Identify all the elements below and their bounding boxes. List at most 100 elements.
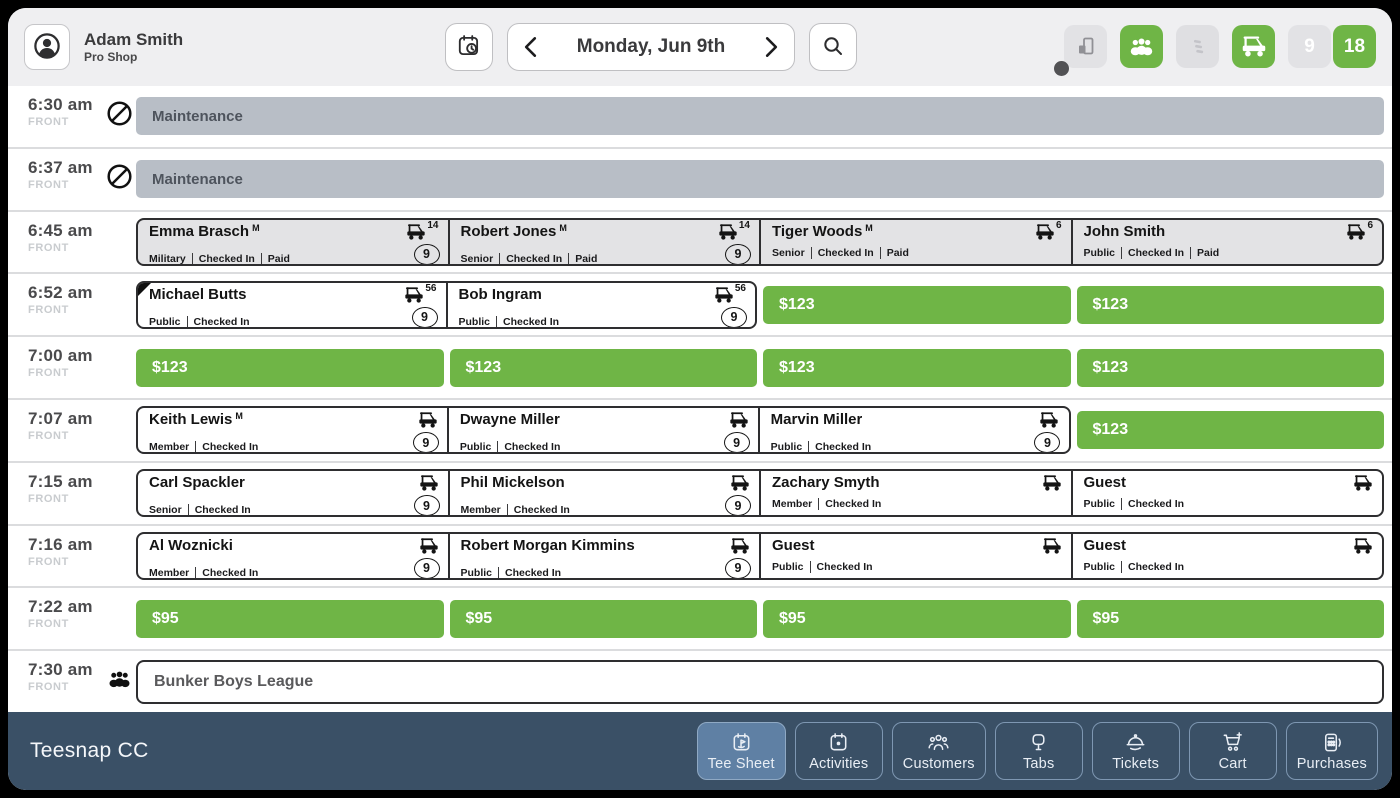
toolbar-holes-18-button[interactable]: 18 (1333, 25, 1376, 68)
row-icon-cell (102, 337, 136, 398)
player-tag: Checked In (496, 315, 559, 327)
date-controls: Monday, Jun 9th (445, 23, 857, 71)
toolbar-terminal-button[interactable] (1064, 25, 1107, 68)
nav-tee-sheet-button[interactable]: Tee Sheet (696, 722, 786, 780)
maintenance-block[interactable]: Maintenance (136, 160, 1384, 199)
slots: Maintenance (136, 86, 1384, 147)
row-icon-cell (102, 588, 136, 649)
member-badge: M (865, 223, 873, 233)
price-button[interactable]: $123 (449, 348, 757, 387)
player-card[interactable]: Marvin Miller Public Checked In 9 (757, 408, 1069, 453)
toolbar-players-filter-button[interactable] (1120, 25, 1163, 68)
nav-cart-button[interactable]: Cart (1188, 722, 1277, 780)
course-label: FRONT (28, 492, 69, 505)
slots: Carl Spackler Senior Checked In 9 Phil Micke… (136, 463, 1384, 524)
holes-badge: 9 (411, 306, 438, 327)
cart-number: 14 (427, 219, 439, 231)
tabs-icon (1027, 731, 1050, 754)
player-top-line: Emma Brasch M 14 (149, 219, 439, 244)
player-tags: Senior Checked In (149, 504, 251, 516)
price-button[interactable]: $95 (763, 599, 1071, 638)
price-label: $123 (1092, 295, 1129, 313)
row-icon-cell (102, 526, 136, 587)
player-bottom-line: Member Checked In 9 (461, 495, 751, 516)
price-label: $95 (465, 609, 493, 627)
golf-cart-card (1353, 538, 1373, 558)
time-cell: 7:00 am FRONT (8, 337, 102, 398)
player-card[interactable]: Carl Spackler Senior Checked In 9 (138, 471, 448, 516)
nav-tickets-button[interactable]: Tickets (1091, 722, 1180, 780)
row-icon-cell (102, 86, 136, 147)
price-button[interactable]: $123 (763, 348, 1071, 387)
player-top-line: Marvin Miller (771, 412, 1060, 432)
player-card[interactable]: Guest Public Checked In (759, 533, 1071, 578)
calendar-picker-button[interactable] (445, 23, 493, 71)
player-card[interactable]: Tiger Woods M 6 Senior Checked In Paid (759, 219, 1071, 264)
price-button[interactable]: $95 (1076, 599, 1384, 638)
price-label: $95 (779, 609, 806, 627)
player-card[interactable]: John Smith 6 Public Checked In Paid (1070, 219, 1383, 264)
golf-cart-card (1042, 475, 1062, 495)
league-card[interactable]: Bunker Boys League (136, 659, 1384, 704)
player-bottom-line: Public Checked In 9 (149, 306, 438, 328)
player-card[interactable]: Michael Butts 56 Public Checked In 9 (138, 282, 446, 328)
golf-cart-card (718, 224, 738, 244)
price-button[interactable]: $123 (1076, 285, 1384, 324)
player-card[interactable]: Keith Lewis M Member Checked In 9 (138, 408, 447, 453)
golf-cart-card (730, 475, 750, 495)
golf-cart-card (404, 287, 424, 307)
cart-indicator (418, 412, 438, 432)
player-bottom-line: Member Checked In 9 (149, 432, 439, 453)
nav-tabs-button[interactable]: Tabs (994, 722, 1083, 780)
player-card[interactable]: Guest Public Checked In (1070, 533, 1383, 578)
user-avatar-button[interactable] (24, 24, 70, 70)
price-button[interactable]: $123 (136, 348, 444, 387)
player-card[interactable]: Emma Brasch M 14 Military Checked In Paid 9 (138, 220, 448, 264)
blocked-icon (106, 100, 133, 132)
player-top-line: Guest (1084, 475, 1374, 495)
blocked-icon (106, 163, 133, 195)
next-day-button[interactable] (763, 34, 780, 60)
prev-day-button[interactable] (522, 34, 539, 60)
toolbar-walking-filter-button[interactable] (1176, 25, 1219, 68)
toolbar-cart-filter-button[interactable] (1232, 25, 1275, 68)
player-card[interactable]: Bob Ingram 56 Public Checked In 9 (445, 282, 756, 327)
row-icon-cell (102, 651, 136, 712)
player-card[interactable]: Phil Mickelson Member Checked In 9 (447, 471, 760, 516)
player-card[interactable]: Robert Jones M 14 Senior Checked In Paid 9 (447, 219, 760, 264)
tee-time-row: 6:30 am FRONT Maintenance (8, 86, 1392, 149)
member-badge: M (252, 223, 260, 233)
player-tag: Public (459, 441, 492, 454)
player-tag: Checked In (818, 498, 881, 511)
player-card[interactable]: Robert Morgan Kimmins Public Checked In 9 (447, 533, 760, 578)
price-button[interactable]: $123 (763, 285, 1071, 324)
player-tag: Member (149, 566, 190, 579)
nav-activities-button[interactable]: Activities (794, 722, 883, 780)
nav-button-label: Cart (1218, 755, 1247, 772)
toolbar-holes-9-button[interactable]: 9 (1288, 25, 1331, 68)
search-button[interactable] (809, 23, 857, 71)
player-top-line: John Smith 6 (1084, 220, 1373, 244)
player-card[interactable]: Guest Public Checked In (1070, 471, 1383, 516)
slots: Emma Brasch M 14 Military Checked In Paid 9 Rob… (136, 212, 1384, 273)
holes-badge: 9 (725, 495, 751, 516)
nav-purchases-button[interactable]: Purchases (1285, 722, 1378, 780)
cart-indicator (1042, 475, 1062, 495)
player-name: Michael Butts (149, 287, 247, 302)
golf-cart-card (1042, 538, 1062, 558)
player-tag: Public (149, 315, 181, 328)
player-card[interactable]: Dwayne Miller Public Checked In 9 (446, 408, 758, 454)
player-name: Phil Mickelson (461, 475, 565, 490)
time-label: 7:30 am (28, 660, 93, 680)
price-button[interactable]: $95 (136, 599, 444, 638)
price-button[interactable]: $123 (1076, 411, 1384, 450)
maintenance-block[interactable]: Maintenance (136, 97, 1384, 136)
player-card[interactable]: Zachary Smyth Member Checked In (759, 471, 1071, 516)
nav-customers-button[interactable]: Customers (891, 722, 986, 780)
note-flag-icon (138, 282, 151, 296)
price-button[interactable]: $95 (449, 599, 757, 638)
slots: Michael Butts 56 Public Checked In 9 Bob Ingr… (136, 274, 1384, 335)
maintenance-label: Maintenance (152, 107, 243, 125)
player-card[interactable]: Al Woznicki Member Checked In 9 (138, 534, 448, 578)
price-button[interactable]: $123 (1076, 348, 1384, 387)
